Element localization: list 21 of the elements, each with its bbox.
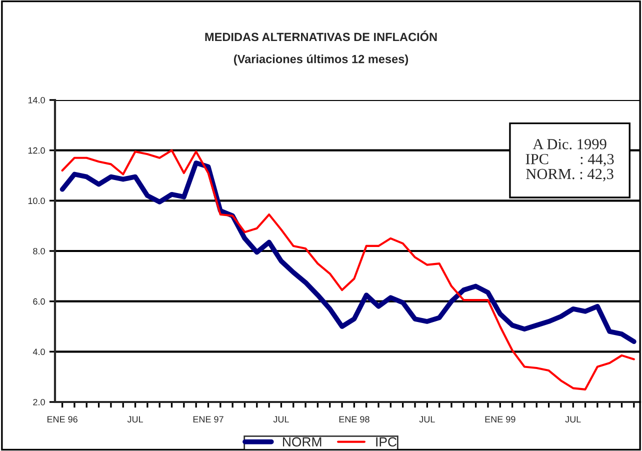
legend-label: IPC	[376, 437, 397, 447]
y-tick-label: 10.0	[28, 198, 45, 204]
y-tick-label: 14.0	[28, 96, 45, 104]
x-tick-label: ENE 98	[339, 416, 370, 423]
x-tick-label: ENE 96	[47, 416, 78, 423]
x-tick-label: ENE 97	[193, 416, 224, 423]
y-tick-label: 8.0	[33, 248, 45, 254]
annotation: A Dic. 1999 IPC : 44,3 NORM. : 42,3	[526, 139, 614, 182]
y-tick-label: 12.0	[28, 147, 45, 154]
x-tick-label: JUL	[565, 416, 581, 423]
chart-title: MEDIDAS ALTERNATIVAS DE INFLACIÓN	[205, 30, 437, 42]
y-tick-label: 4.0	[32, 348, 45, 356]
x-tick-label: JUL	[419, 416, 435, 423]
line-series	[61, 149, 635, 390]
x-tick-label: JUL	[127, 416, 143, 423]
y-tick-label: 2.0	[33, 398, 45, 406]
legend-label: NORM	[283, 437, 322, 447]
x-tick-label: ENE 99	[485, 416, 516, 423]
chart-subtitle: (Variaciones últimos 12 meses)	[234, 54, 408, 66]
x-tick-label: JUL	[273, 416, 289, 423]
y-tick-label: 6.0	[33, 298, 45, 305]
